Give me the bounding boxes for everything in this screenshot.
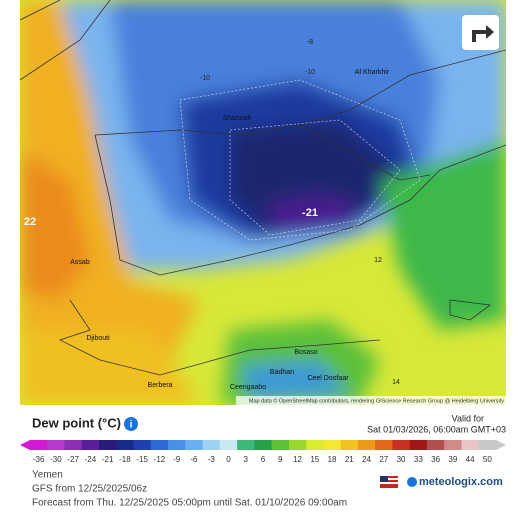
contour-label: 22 bbox=[24, 216, 36, 228]
legend-title: Dew point (°C) bbox=[32, 415, 121, 430]
colorbar-segment bbox=[409, 440, 428, 450]
colorbar-segment bbox=[150, 440, 169, 450]
colorbar-segment bbox=[375, 440, 393, 450]
place-name: Al Kharkhir bbox=[355, 69, 390, 76]
place-name: Ceerigaabo bbox=[230, 384, 266, 391]
forecast-range: Forecast from Thu. 12/25/2025 05:00pm un… bbox=[32, 498, 347, 509]
colorbar-tick-label: 12 bbox=[293, 455, 302, 464]
colorbar-segment bbox=[392, 440, 411, 450]
colorbar-tick-label: -6 bbox=[190, 455, 198, 464]
colorbar-tick-label: 33 bbox=[414, 455, 423, 464]
contour-label: -21 bbox=[302, 207, 318, 219]
colorbar-tick-label: 15 bbox=[310, 455, 319, 464]
share-icon bbox=[472, 25, 494, 42]
borders bbox=[20, 0, 506, 376]
info-icon: i bbox=[130, 420, 133, 431]
colorbar-segment bbox=[357, 440, 376, 450]
brand-logo bbox=[407, 477, 417, 487]
colorbar-segment bbox=[306, 440, 324, 450]
region: Yemen bbox=[32, 470, 63, 481]
colorbar-segment bbox=[288, 440, 307, 450]
colorbar-segment bbox=[254, 440, 273, 450]
attribution-bg bbox=[236, 396, 506, 405]
colorbar-segment bbox=[168, 440, 186, 450]
place-name: Assab bbox=[70, 259, 90, 266]
contour-label: -10 bbox=[305, 69, 315, 76]
colorbar-tick-label: 39 bbox=[448, 455, 457, 464]
contour-label: -10 bbox=[200, 75, 210, 82]
colorbar-segment bbox=[461, 440, 480, 450]
info-button[interactable] bbox=[124, 417, 138, 431]
contour-label: 12 bbox=[374, 257, 382, 264]
colorbar-end bbox=[20, 440, 30, 450]
colorbar-tick-label: 24 bbox=[362, 455, 371, 464]
colorbar-tick-label: 0 bbox=[226, 455, 231, 464]
colorbar-tick-label: -36 bbox=[33, 455, 45, 464]
colorbar-segment bbox=[185, 440, 204, 450]
valid-time: Sat 01/03/2026, 06:00am GMT+03 bbox=[367, 424, 506, 434]
colorbar-segment bbox=[81, 440, 100, 450]
colorbar-segment bbox=[116, 440, 135, 450]
colorbar-tick-label: 27 bbox=[379, 455, 388, 464]
colorbar-segment bbox=[30, 440, 48, 450]
colorbar-tick-label: 21 bbox=[345, 455, 354, 464]
colorbar-end bbox=[496, 440, 506, 450]
brand[interactable]: meteologix.com bbox=[419, 476, 503, 488]
colorbar-segment bbox=[237, 440, 255, 450]
place-name: Bosaso bbox=[294, 349, 317, 356]
contours bbox=[179, 79, 421, 241]
colorbar-tick-label: -30 bbox=[50, 455, 62, 464]
colorbar-segment bbox=[202, 440, 221, 450]
place-name: Sharurah bbox=[223, 115, 252, 122]
flag bbox=[380, 476, 398, 488]
colorbar-segment bbox=[47, 440, 66, 450]
colorbar-tick-label: 3 bbox=[244, 455, 249, 464]
contour-label: 14 bbox=[392, 379, 400, 386]
valid-label: Valid for bbox=[452, 413, 484, 423]
colorbar: -36 -30 -27 -24 -21 -18 -15 -12 -9 -6 -3 0 3 6 9 12 15 18… bbox=[20, 440, 506, 464]
colorbar-segment bbox=[271, 440, 290, 450]
colorbar-segment bbox=[133, 440, 152, 450]
colorbar-segment bbox=[323, 440, 342, 450]
colorbar-tick-label: -15 bbox=[136, 455, 148, 464]
colorbar-tick-label: -9 bbox=[173, 455, 181, 464]
colorbar-segment bbox=[340, 440, 359, 450]
colorbar-tick-label: -12 bbox=[154, 455, 166, 464]
colorbar-tick-label: 44 bbox=[466, 455, 475, 464]
contour-label: -8 bbox=[307, 39, 313, 46]
colorbar-tick-label: 36 bbox=[431, 455, 440, 464]
colorbar-tick-label: 50 bbox=[483, 455, 492, 464]
colorbar-segment bbox=[219, 440, 238, 450]
colorbar-tick-label: -24 bbox=[85, 455, 97, 464]
colorbar-tick-label: 30 bbox=[397, 455, 406, 464]
colorbar-segment bbox=[478, 440, 497, 450]
colorbar-segment bbox=[64, 440, 83, 450]
colorbar-tick-label: 6 bbox=[261, 455, 266, 464]
place-name: Badhan bbox=[270, 369, 294, 376]
colorbar-tick-label: -21 bbox=[102, 455, 114, 464]
colorbar-segment bbox=[426, 440, 445, 450]
place-name: Berbera bbox=[148, 382, 173, 389]
colorbar-tick-label: -18 bbox=[119, 455, 131, 464]
colorbar-tick-label: -27 bbox=[67, 455, 79, 464]
map: Map data © OpenStreetMap contributors, r… bbox=[20, 0, 506, 405]
colorbar-tick-label: 18 bbox=[328, 455, 337, 464]
model: GFS from 12/25/2025/06z bbox=[32, 484, 147, 495]
attribution: Map data © OpenStreetMap contributors, r… bbox=[249, 397, 504, 404]
colorbar-tick-label: 9 bbox=[278, 455, 283, 464]
colorbar-segment bbox=[444, 440, 462, 450]
colorbar-tick-label: -3 bbox=[208, 455, 216, 464]
colorbar-segment bbox=[99, 440, 117, 450]
place-name: Ceel Doofaar bbox=[307, 375, 349, 382]
place-name: Djibouti bbox=[86, 335, 110, 342]
